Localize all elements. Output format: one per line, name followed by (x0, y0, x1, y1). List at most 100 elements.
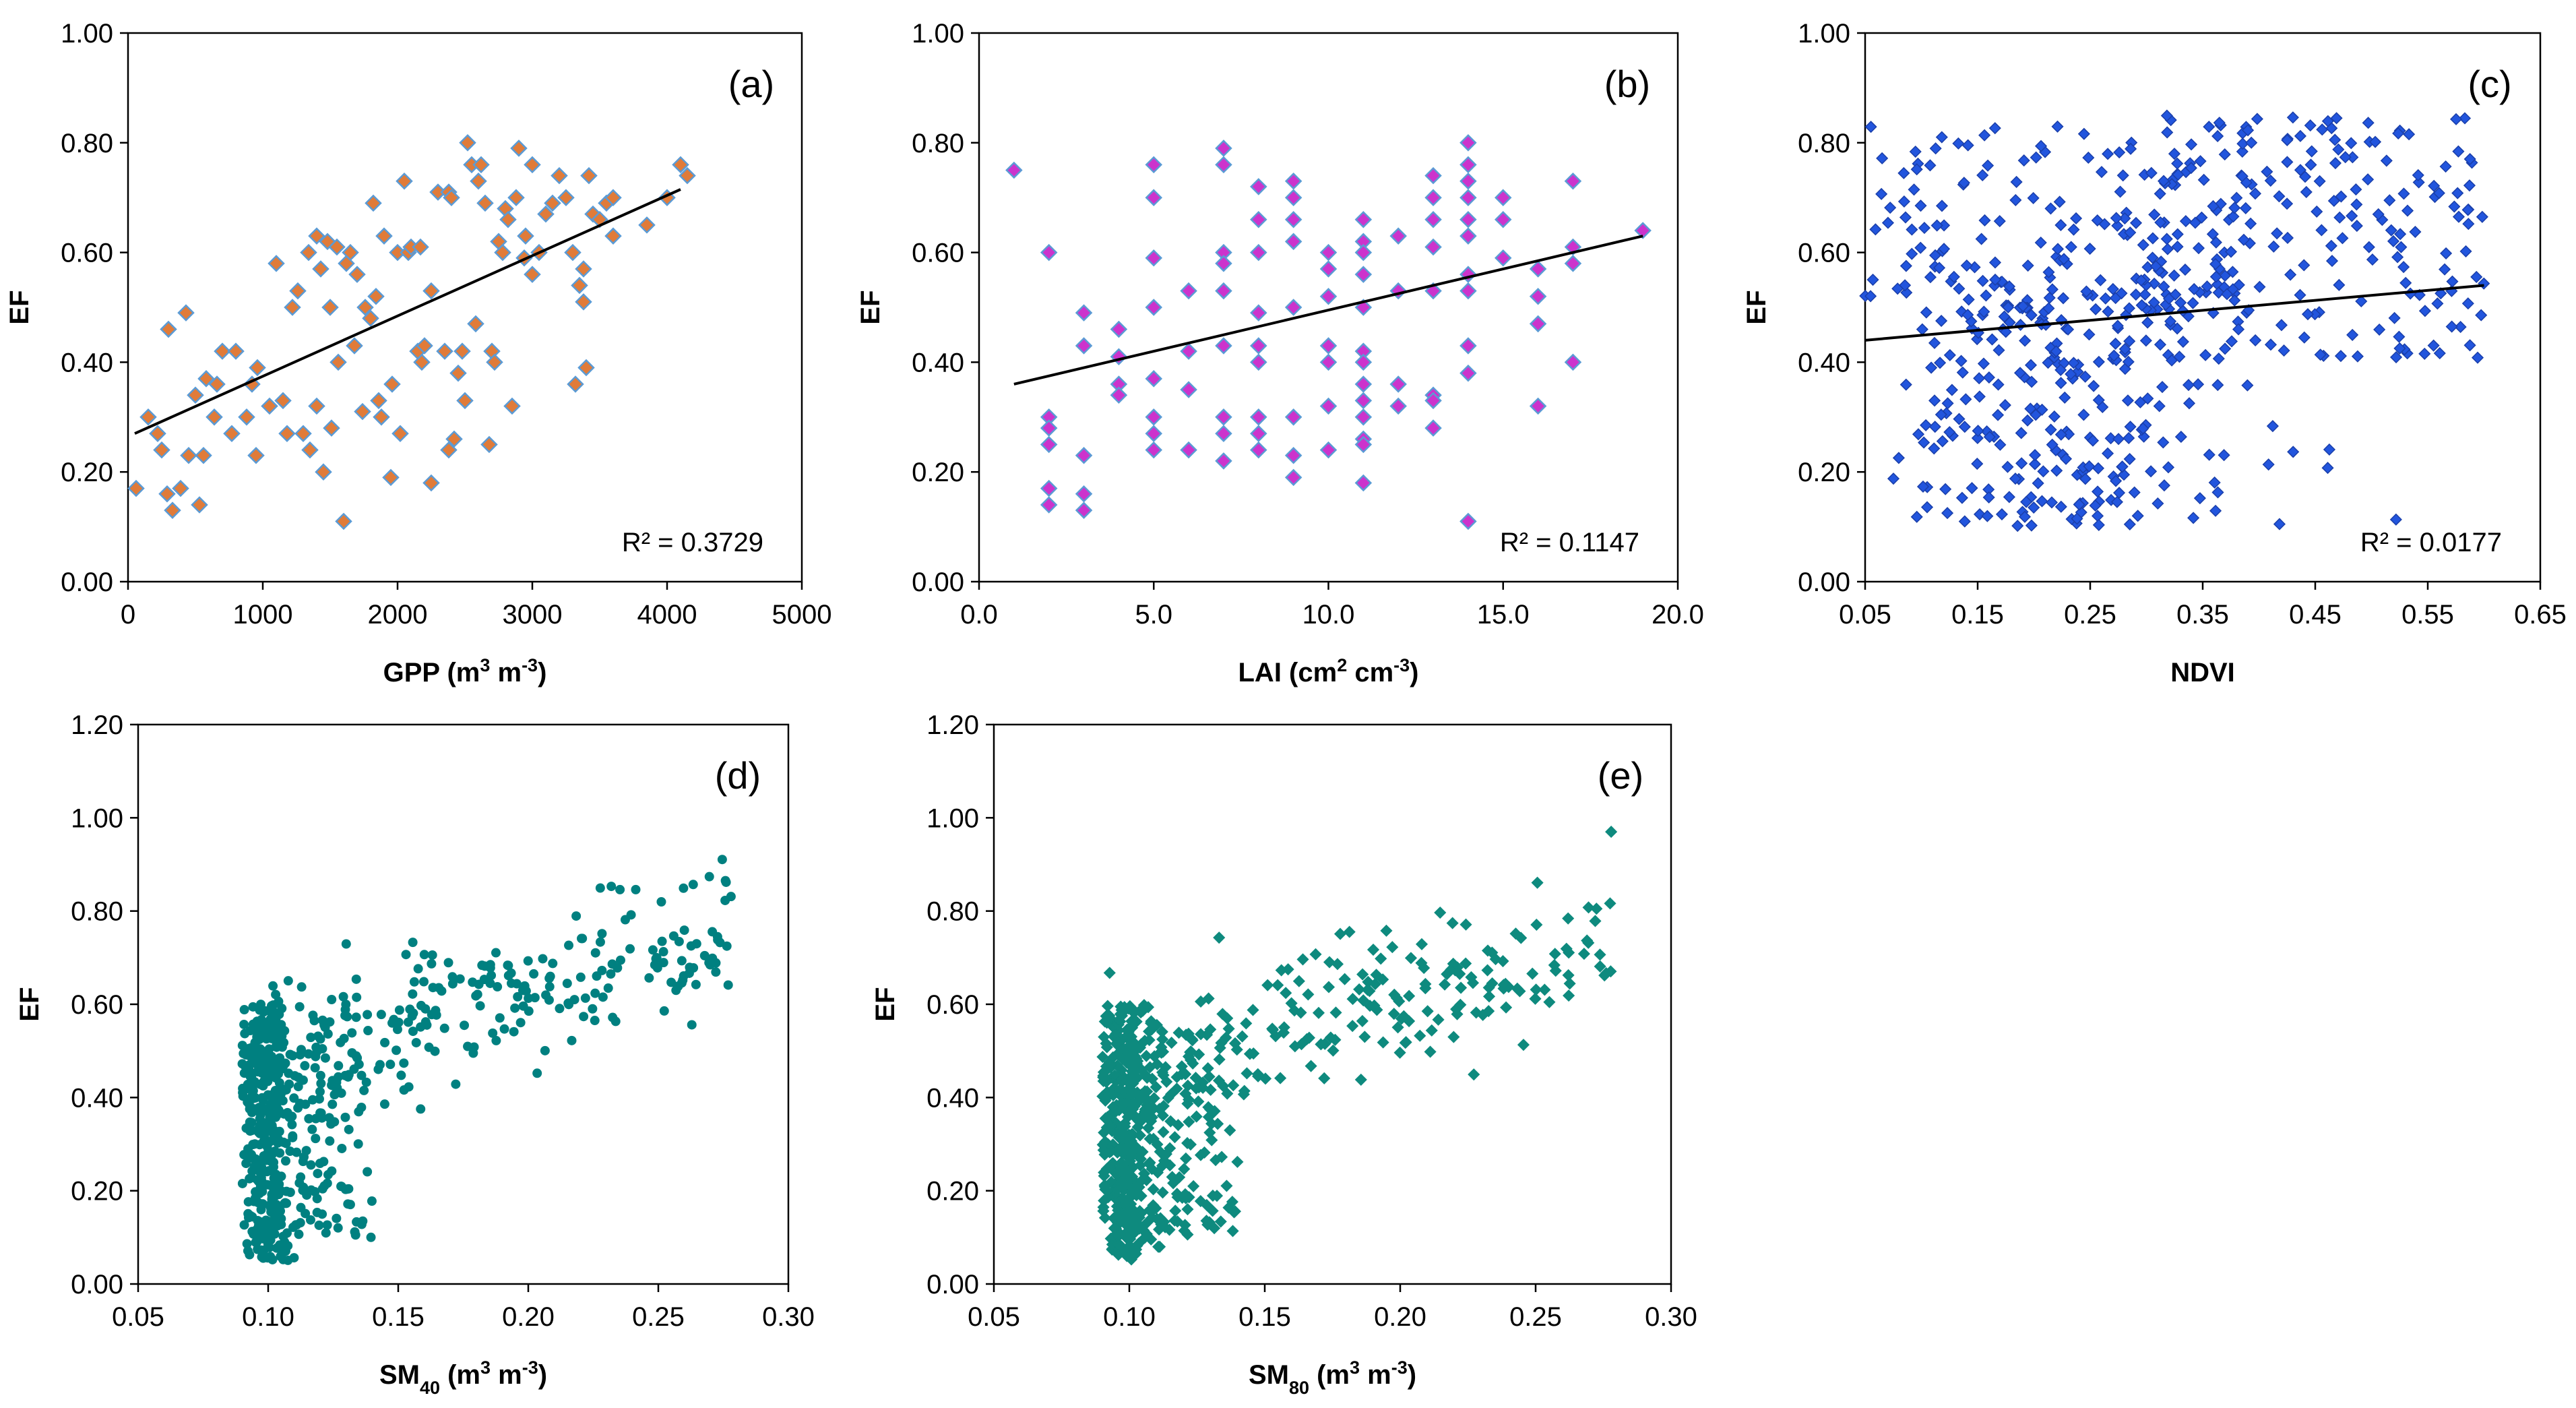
data-point (350, 1230, 360, 1240)
data-point (2069, 212, 2083, 225)
data-point (2002, 301, 2015, 313)
data-point (475, 1001, 485, 1011)
data-point (332, 1213, 342, 1223)
data-point (299, 1182, 309, 1192)
data-point (1982, 491, 1995, 504)
data-point (2321, 462, 2334, 475)
data-point (1459, 210, 1477, 228)
data-point (1526, 967, 1539, 980)
data-point (1397, 1010, 1410, 1022)
data-point (2439, 263, 2451, 276)
data-point (261, 1138, 272, 1148)
data-point (258, 1095, 268, 1105)
data-point (2168, 269, 2180, 282)
data-point (2145, 465, 2158, 478)
data-point (2301, 308, 2315, 321)
data-point (314, 1220, 324, 1230)
data-point (195, 447, 212, 464)
data-point (172, 479, 189, 497)
data-point (1145, 156, 1163, 174)
data-point (1938, 243, 1951, 255)
data-point (249, 359, 266, 377)
data-point (2392, 127, 2405, 140)
data-point (396, 1070, 406, 1080)
data-point (2051, 243, 2065, 255)
data-point (1284, 173, 1302, 190)
data-point (385, 1060, 396, 1070)
data-point (1936, 435, 1949, 448)
data-point (2092, 518, 2105, 531)
data-point (2463, 179, 2476, 192)
data-point (1212, 1118, 1224, 1130)
data-point (1999, 399, 2011, 412)
data-point (1414, 1029, 1426, 1042)
data-point (679, 166, 696, 185)
data-point (312, 1194, 322, 1204)
data-point (2298, 171, 2312, 183)
data-point (1318, 1072, 1331, 1084)
data-point (2054, 377, 2067, 390)
x-tick-label: 0.15 (1238, 1302, 1291, 1332)
data-point (285, 1146, 295, 1157)
data-point (1323, 956, 1336, 969)
data-point (347, 1028, 357, 1038)
data-point (328, 238, 346, 256)
data-point (2199, 348, 2212, 361)
data-point (346, 337, 363, 355)
data-point (1389, 397, 1407, 415)
data-point (2325, 239, 2337, 252)
y-tick-label: 0.80 (61, 129, 113, 158)
data-point (2024, 359, 2038, 371)
data-point (2083, 328, 2096, 341)
r-squared-label: R² = 0.3729 (622, 528, 763, 557)
data-point (1134, 1159, 1147, 1172)
x-axis-title-part: 80 (1289, 1378, 1309, 1398)
data-point (2057, 253, 2071, 266)
data-point (1163, 1223, 1176, 1236)
data-point (1280, 987, 1292, 1000)
data-point (1098, 1166, 1110, 1179)
data-point (2094, 274, 2107, 286)
data-point (2102, 148, 2114, 160)
data-point (1404, 952, 1418, 965)
data-point (2019, 334, 2032, 347)
data-point (271, 989, 281, 1000)
data-point (2050, 464, 2063, 477)
data-point (1212, 1074, 1226, 1087)
data-point (278, 425, 296, 442)
data-point (253, 1215, 263, 1225)
data-point (265, 1006, 276, 1016)
data-point (1935, 131, 1948, 144)
data-point (2242, 124, 2255, 137)
data-point (1110, 1037, 1123, 1050)
data-point (2236, 145, 2249, 158)
plot-area (1864, 32, 2542, 583)
data-point (2219, 342, 2232, 355)
y-tick-label: 0.60 (71, 990, 123, 1020)
data-point (1517, 1039, 1530, 1051)
data-point (2139, 334, 2152, 347)
data-point (2030, 151, 2042, 164)
data-point (604, 227, 622, 245)
data-point (1147, 1183, 1160, 1196)
data-point (674, 936, 684, 946)
data-point (342, 243, 359, 262)
data-point (456, 392, 474, 410)
data-point (499, 1024, 509, 1034)
data-point (2253, 280, 2266, 293)
data-point (1978, 214, 1991, 227)
data-point (1152, 1240, 1165, 1253)
data-point (1988, 256, 2002, 269)
data-point (1250, 304, 1267, 322)
data-point (503, 960, 513, 971)
data-point (2109, 337, 2122, 350)
y-tick-label: 0.80 (926, 897, 979, 927)
data-point (1118, 1001, 1131, 1014)
x-tick-label: 0.05 (1839, 600, 1891, 630)
data-point (2350, 183, 2362, 196)
data-point (127, 479, 145, 497)
data-point (2116, 169, 2129, 182)
data-point (1920, 419, 1933, 431)
data-point (2010, 175, 2023, 189)
data-point (1123, 1223, 1136, 1235)
